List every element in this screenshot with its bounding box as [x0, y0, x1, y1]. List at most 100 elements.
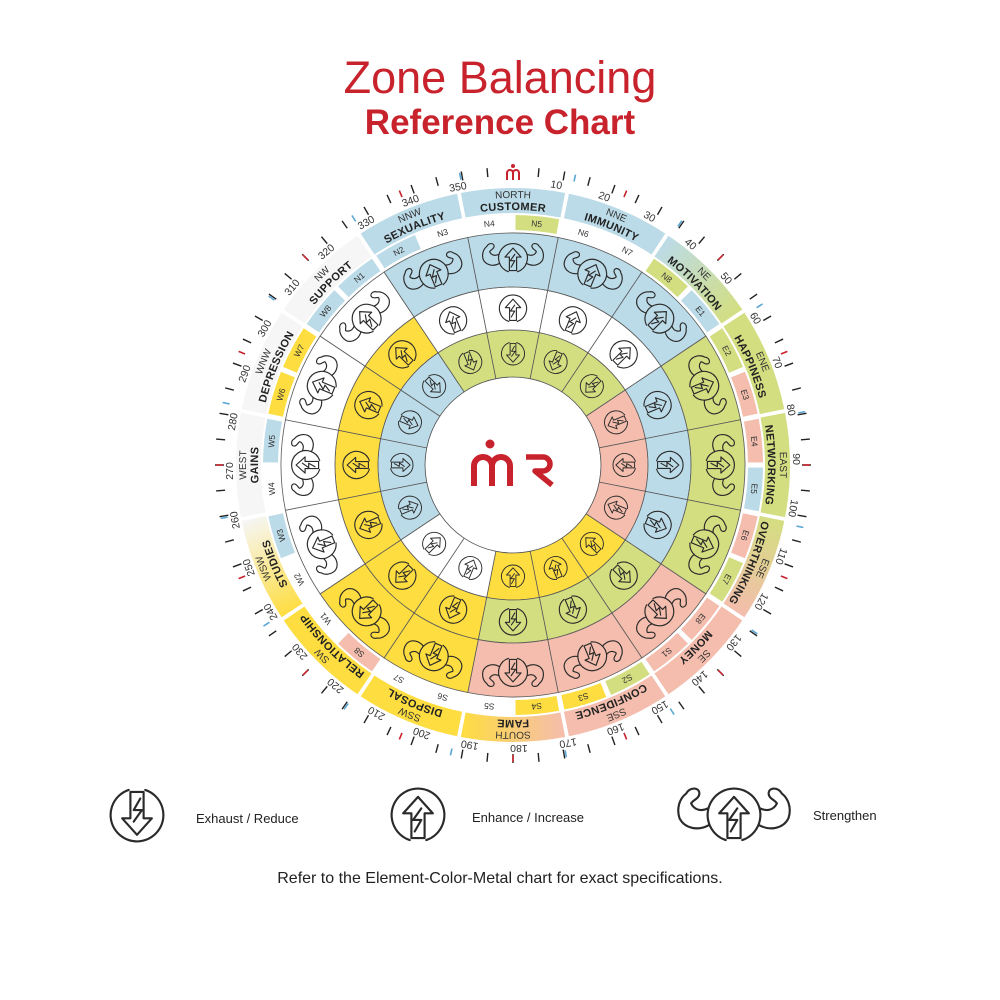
pad-cell [338, 258, 381, 298]
pad-e6: E6 [731, 513, 758, 559]
outer-ring-cell [280, 419, 339, 511]
boundary-tick [220, 516, 228, 520]
legend-label: Enhance / Increase [472, 810, 584, 825]
degree-tick [486, 752, 489, 762]
zone-name-band [654, 235, 743, 324]
pad-label: S4 [531, 701, 543, 712]
degree-tick [791, 539, 802, 543]
outer-ring-cell [467, 232, 559, 291]
zone-direction: SOUTH [495, 728, 531, 740]
degree-label: 10 [549, 178, 563, 192]
legend: Exhaust / Reduce Enhance / Increase Stre… [109, 787, 877, 843]
degree-tick [656, 206, 663, 216]
degree-tick [611, 736, 616, 746]
degree-label: 260 [228, 510, 243, 529]
pad-cell [605, 661, 650, 695]
degree-tick [284, 272, 293, 280]
pad-label: N3 [436, 227, 450, 240]
zone-name-band [241, 515, 303, 618]
pad-label: N4 [483, 218, 495, 229]
degree-tick [386, 194, 392, 204]
degree-tick [219, 412, 229, 416]
pad-cell [376, 661, 421, 695]
degree-tick [224, 539, 235, 543]
pad-label: S6 [436, 691, 449, 704]
degree-tick [341, 701, 348, 710]
boundary-tick [669, 708, 675, 715]
degree-label: 350 [448, 180, 467, 195]
degree-label: 280 [226, 412, 241, 431]
pad-label: E4 [749, 436, 760, 448]
pad-label: E3 [739, 388, 752, 401]
degree-tick [216, 438, 226, 441]
direction-tick [623, 732, 628, 740]
boundary-tick [263, 621, 270, 627]
legend-item-strengthen: Strengthen [678, 789, 877, 840]
legend-item-exhaust: Exhaust / Reduce [109, 788, 299, 843]
degree-tick [797, 514, 807, 518]
degree-tick [224, 387, 235, 391]
pad-w6: W6 [268, 371, 295, 417]
degree-tick [268, 293, 277, 300]
degree-tick [460, 171, 464, 181]
pad-cell [515, 695, 560, 715]
pad-label: W6 [274, 387, 287, 402]
degree-tick [486, 168, 489, 178]
pad-e2: E2 [709, 328, 743, 373]
degree-tick [587, 743, 591, 754]
zone-name-band [723, 312, 785, 415]
degree-tick [611, 184, 616, 194]
direction-tick [623, 190, 628, 198]
degree-tick [242, 338, 252, 344]
zone-name-band [283, 235, 372, 324]
degree-tick [749, 630, 758, 637]
pad-w8: W8 [306, 290, 346, 333]
pad-n7: N7 [605, 235, 650, 269]
degree-tick [634, 194, 640, 204]
direction-tick [302, 669, 309, 676]
pad-cell [306, 290, 346, 333]
pad-cell [709, 557, 743, 602]
pad-label: N2 [392, 244, 407, 258]
degree-label: 20 [597, 189, 612, 204]
page-subtitle: Reference Chart [365, 103, 636, 142]
degree-label: 200 [411, 724, 432, 741]
degree-tick [460, 749, 464, 759]
middle-ring-cell [334, 429, 382, 501]
pad-cell [283, 328, 317, 373]
pad-cell [306, 597, 346, 640]
pad-label: S7 [392, 672, 406, 686]
pad-cell [263, 418, 283, 463]
degree-tick [774, 586, 784, 592]
degree-label: 60 [747, 310, 763, 326]
pad-cell [376, 235, 421, 269]
degree-tick [232, 362, 242, 367]
pad-s5: S5 [466, 695, 511, 715]
degree-tick [363, 714, 370, 724]
brand-logo [471, 439, 554, 488]
pad-n5: N5 [515, 215, 560, 235]
pad-s6: S6 [419, 683, 465, 710]
boundary-tick [677, 220, 683, 227]
north-marker-icon [506, 164, 520, 180]
pad-n6: N6 [561, 220, 607, 247]
zone-name-band [563, 193, 666, 255]
pad-label: S3 [577, 691, 590, 704]
pad-w3: W3 [268, 513, 295, 559]
pad-cell [561, 220, 607, 247]
pad-cell [338, 632, 381, 672]
degree-tick [774, 338, 784, 344]
zone-name: FAME [497, 717, 530, 730]
degree-tick [733, 650, 742, 658]
degree-tick [791, 387, 802, 391]
direction-tick [717, 669, 724, 676]
degree-tick [698, 236, 706, 245]
degree-tick [587, 176, 591, 187]
pad-s2: S2 [605, 661, 650, 695]
